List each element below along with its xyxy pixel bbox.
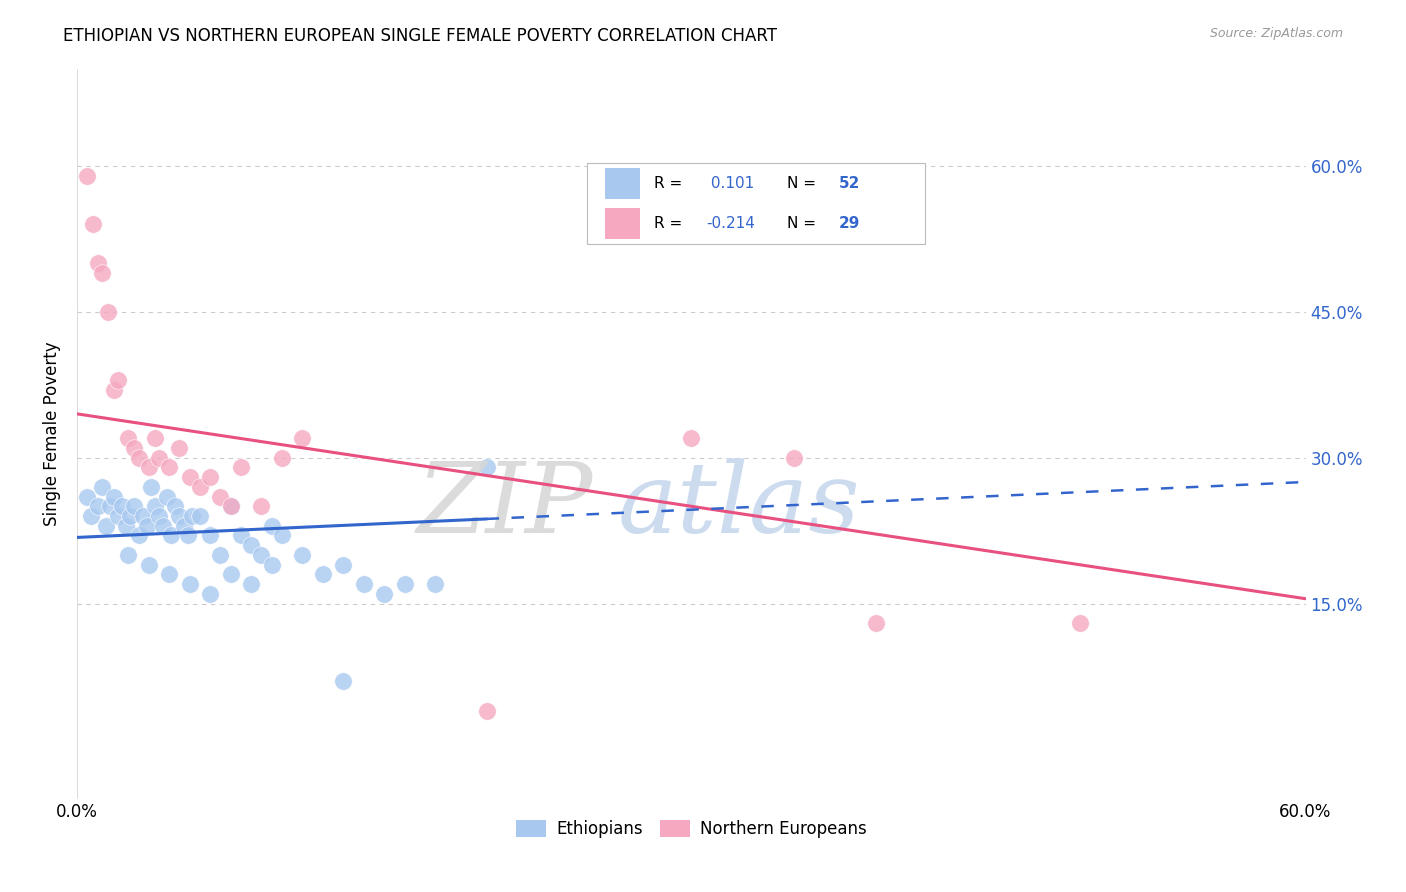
Point: [219, 500, 242, 514]
Point: [80, 508, 103, 523]
Point: [117, 431, 139, 445]
Point: [82, 217, 104, 231]
Point: [209, 548, 232, 562]
Point: [157, 567, 180, 582]
Point: [157, 460, 180, 475]
Point: [124, 500, 146, 514]
Point: [1069, 615, 1091, 630]
Point: [86, 500, 108, 514]
Text: Source: ZipAtlas.com: Source: ZipAtlas.com: [1209, 27, 1343, 40]
Point: [188, 508, 211, 523]
Point: [103, 383, 125, 397]
Point: [143, 431, 166, 445]
Point: [782, 450, 804, 465]
Point: [98, 500, 121, 514]
Text: 0.101: 0.101: [706, 177, 754, 191]
FancyBboxPatch shape: [606, 169, 640, 199]
Point: [107, 373, 129, 387]
Point: [138, 460, 160, 475]
Point: [312, 567, 335, 582]
Text: atlas: atlas: [617, 458, 860, 554]
Point: [425, 577, 447, 591]
Point: [165, 500, 187, 514]
Point: [270, 450, 292, 465]
Point: [219, 567, 242, 582]
Text: R =: R =: [654, 177, 683, 191]
Point: [229, 528, 252, 542]
Point: [681, 431, 703, 445]
Point: [475, 704, 498, 718]
Point: [250, 500, 273, 514]
Point: [76, 490, 98, 504]
Point: [94, 518, 117, 533]
Point: [353, 577, 375, 591]
Point: [219, 500, 242, 514]
Point: [176, 528, 198, 542]
Point: [173, 518, 195, 533]
Point: [332, 674, 354, 689]
Point: [188, 480, 211, 494]
Point: [90, 480, 112, 494]
Point: [115, 518, 138, 533]
Point: [270, 528, 292, 542]
Point: [152, 518, 174, 533]
Point: [179, 470, 201, 484]
Point: [865, 615, 887, 630]
Point: [90, 266, 112, 280]
Point: [394, 577, 416, 591]
Point: [76, 169, 98, 183]
Point: [240, 538, 263, 552]
Point: [475, 460, 498, 475]
Text: -0.214: -0.214: [706, 216, 755, 231]
Point: [120, 508, 142, 523]
Point: [373, 587, 395, 601]
FancyBboxPatch shape: [606, 208, 640, 238]
Point: [128, 528, 150, 542]
Text: 29: 29: [839, 216, 860, 231]
Point: [143, 500, 166, 514]
Point: [291, 431, 314, 445]
Text: N =: N =: [787, 216, 815, 231]
Point: [332, 558, 354, 572]
Text: ETHIOPIAN VS NORTHERN EUROPEAN SINGLE FEMALE POVERTY CORRELATION CHART: ETHIOPIAN VS NORTHERN EUROPEAN SINGLE FE…: [63, 27, 778, 45]
Point: [209, 490, 232, 504]
Point: [117, 548, 139, 562]
Point: [260, 518, 283, 533]
Text: R =: R =: [654, 216, 683, 231]
Point: [260, 558, 283, 572]
Point: [148, 508, 170, 523]
Text: ZIP: ZIP: [416, 458, 593, 554]
Point: [139, 480, 162, 494]
Point: [156, 490, 179, 504]
FancyBboxPatch shape: [586, 163, 925, 244]
Point: [250, 548, 273, 562]
Y-axis label: Single Female Poverty: Single Female Poverty: [44, 341, 60, 525]
Point: [111, 500, 134, 514]
Point: [86, 256, 108, 270]
Point: [135, 518, 157, 533]
Point: [138, 558, 160, 572]
Legend: Ethiopians, Northern Europeans: Ethiopians, Northern Europeans: [509, 813, 873, 845]
Point: [291, 548, 314, 562]
Point: [198, 587, 221, 601]
Point: [169, 441, 191, 455]
Point: [124, 441, 146, 455]
Point: [131, 508, 153, 523]
Text: 52: 52: [839, 177, 860, 191]
Point: [229, 460, 252, 475]
Point: [240, 577, 263, 591]
Point: [179, 577, 201, 591]
Point: [97, 304, 120, 318]
Point: [160, 528, 183, 542]
Point: [169, 508, 191, 523]
Point: [103, 490, 125, 504]
Text: N =: N =: [787, 177, 815, 191]
Point: [198, 470, 221, 484]
Point: [107, 508, 129, 523]
Point: [198, 528, 221, 542]
Point: [128, 450, 150, 465]
Point: [148, 450, 170, 465]
Point: [180, 508, 202, 523]
